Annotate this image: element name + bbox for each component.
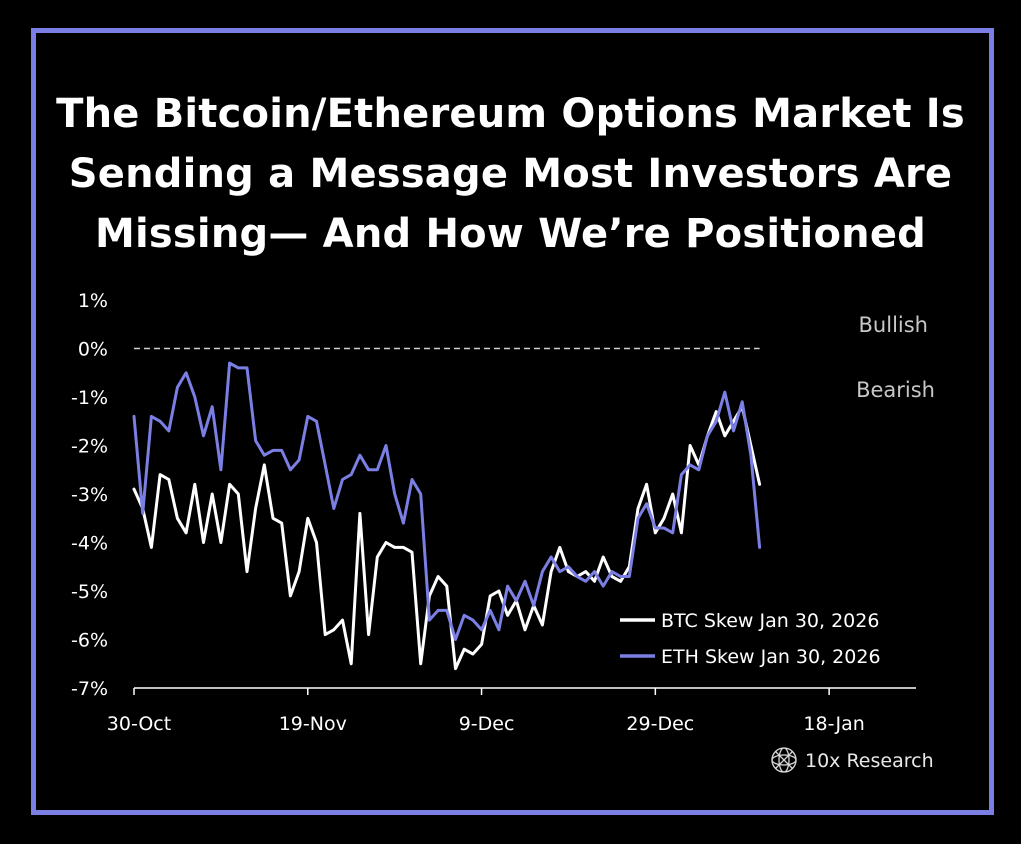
y-tick-label: -6% bbox=[71, 630, 108, 652]
zone-label-bullish: Bullish bbox=[859, 313, 928, 337]
y-tick-label: 1% bbox=[78, 290, 108, 312]
legend: BTC Skew Jan 30, 2026 ETH Skew Jan 30, 2… bbox=[620, 610, 881, 668]
x-tick-label: 19-Nov bbox=[279, 713, 347, 735]
title-line-2: Sending a Message Most Investors Are bbox=[68, 151, 953, 197]
btc-skew-line bbox=[132, 405, 762, 671]
y-tick-label: -3% bbox=[71, 484, 108, 506]
eth-skew-line bbox=[132, 361, 762, 641]
legend-label-eth: ETH Skew Jan 30, 2026 bbox=[661, 646, 881, 668]
y-axis: 1% 0% -1% -2% -3% -4% -5% -6% -7% bbox=[71, 290, 108, 700]
brand-logo: 10x Research bbox=[771, 747, 934, 773]
zone-labels: Bullish Bearish bbox=[856, 313, 935, 402]
legend-label-btc: BTC Skew Jan 30, 2026 bbox=[661, 610, 879, 632]
y-tick-label: -7% bbox=[71, 678, 108, 700]
x-axis: 30-Oct 19-Nov 9-Dec 29-Dec 18-Jan bbox=[107, 687, 916, 735]
y-tick-label: -2% bbox=[71, 436, 108, 458]
title-line-3: Missing— And How We’re Positioned bbox=[95, 211, 926, 257]
y-tick-label: -1% bbox=[71, 387, 108, 409]
x-tick-label: 18-Jan bbox=[803, 713, 864, 735]
brand-name: 10x Research bbox=[805, 750, 934, 772]
chart-title: The Bitcoin/Ethereum Options Market Is S… bbox=[0, 84, 1021, 264]
chart-frame bbox=[31, 28, 994, 815]
y-tick-label: -4% bbox=[71, 533, 108, 555]
x-tick-label: 9-Dec bbox=[459, 713, 515, 735]
globe-icon bbox=[771, 747, 797, 773]
zone-label-bearish: Bearish bbox=[856, 378, 935, 402]
x-tick-label: 30-Oct bbox=[107, 713, 171, 735]
y-tick-label: 0% bbox=[78, 339, 108, 361]
series-group bbox=[132, 361, 762, 671]
title-line-1: The Bitcoin/Ethereum Options Market Is bbox=[56, 91, 965, 137]
y-tick-label: -5% bbox=[71, 581, 108, 603]
x-tick-label: 29-Dec bbox=[626, 713, 694, 735]
